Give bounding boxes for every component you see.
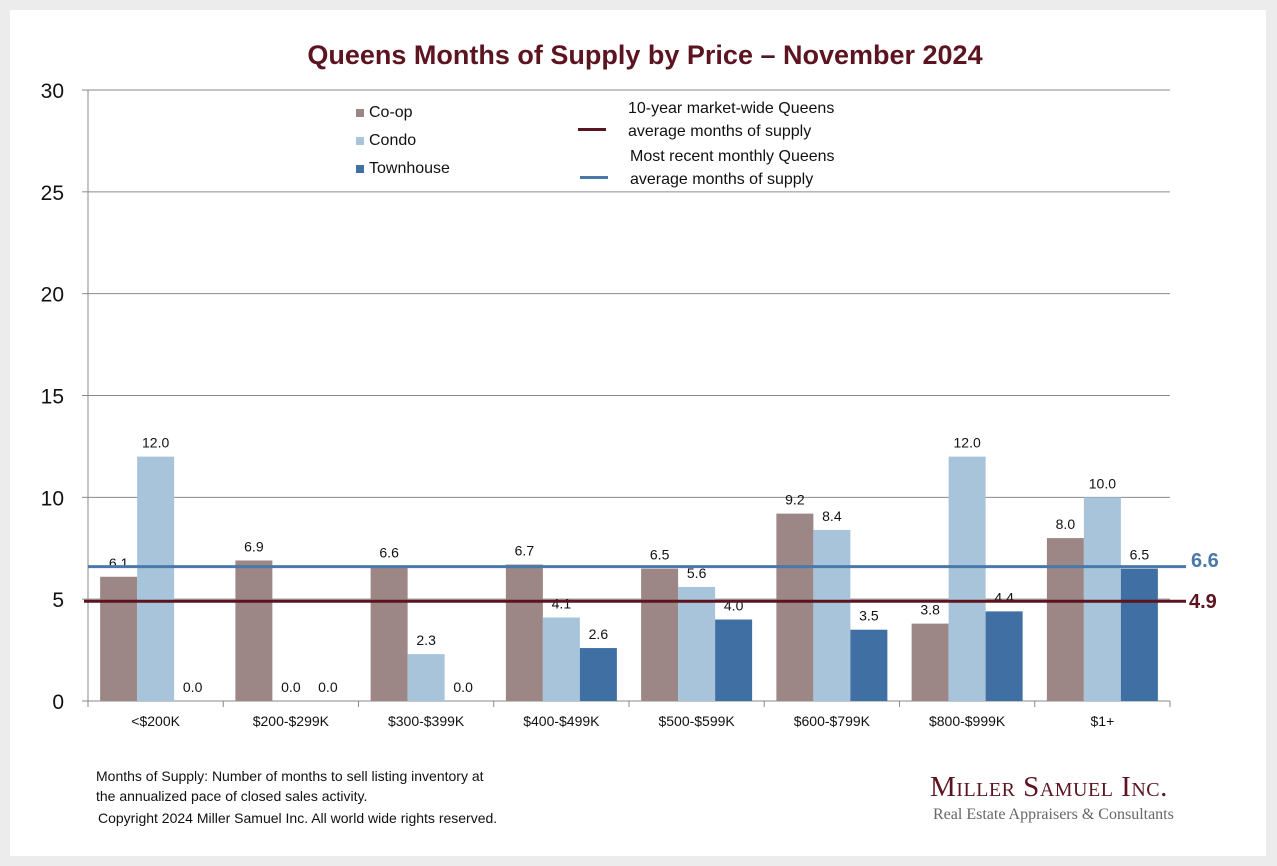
legend-label-10yr-average: 10-year market-wide Queens average month…	[628, 97, 834, 143]
x-tick-label: $500-$599K	[658, 713, 735, 729]
bar-condo	[137, 456, 175, 701]
bar-townhouse	[579, 648, 617, 701]
data-label-townhouse: 0.0	[183, 679, 203, 695]
data-label-coop: 6.9	[244, 538, 264, 554]
logo-tagline: Real Estate Appraisers & Consultants	[933, 806, 1174, 823]
data-label-condo: 4.1	[552, 595, 572, 611]
data-label-townhouse: 0.0	[318, 679, 338, 695]
x-tick-label: $600-$799K	[794, 713, 871, 729]
bar-coop	[776, 513, 814, 701]
bar-condo	[1083, 497, 1121, 701]
legend-item-coop: Co-op	[356, 104, 413, 122]
legend-swatch-10yr-average	[578, 128, 606, 131]
data-label-condo: 8.4	[822, 508, 842, 524]
data-label-townhouse: 4.4	[994, 589, 1014, 605]
data-label-townhouse: 0.0	[453, 679, 473, 695]
legend-item-condo: Condo	[356, 132, 416, 150]
bar-condo	[407, 654, 445, 701]
legend-label-recent-line2: average months of supply	[630, 171, 814, 188]
legend-swatch-recent-average	[580, 176, 608, 179]
bar-coop	[641, 568, 679, 701]
chart-title: Queens Months of Supply by Price – Novem…	[307, 40, 983, 70]
x-tick-label: $400-$499K	[523, 713, 600, 729]
data-label-coop: 6.1	[109, 555, 129, 571]
note-line-1: Months of Supply: Number of months to se…	[96, 768, 484, 784]
bar-condo	[678, 586, 716, 701]
logo-company-name: Miller Samuel Inc.	[930, 771, 1168, 803]
bar-coop	[235, 560, 273, 701]
y-tick-label: 15	[41, 386, 64, 409]
bar-coop	[100, 576, 138, 701]
data-label-condo: 12.0	[142, 435, 169, 451]
legend-label-10yr-line2: average months of supply	[628, 123, 812, 140]
data-label-condo: 2.3	[416, 632, 436, 648]
y-tick-label: 5	[52, 589, 64, 612]
bar-condo	[813, 529, 851, 701]
legend-label-recent-line1: Most recent monthly Queens	[630, 148, 835, 165]
bar-townhouse	[850, 629, 888, 701]
x-tick-label: $800-$999K	[929, 713, 1006, 729]
bar-coop	[505, 564, 543, 701]
bar-townhouse	[1120, 568, 1158, 701]
data-label-coop: 8.0	[1056, 516, 1076, 532]
bar-townhouse	[985, 611, 1023, 701]
data-label-townhouse: 2.6	[589, 626, 609, 642]
y-tick-label: 0	[52, 691, 64, 714]
data-label-condo: 0.0	[281, 679, 301, 695]
y-tick-label: 10	[41, 487, 64, 510]
data-label-townhouse: 6.5	[1130, 547, 1150, 563]
legend-swatch-coop	[356, 109, 364, 117]
10yr-average-value-label: 4.9	[1189, 591, 1217, 613]
x-tick-label: $300-$399K	[388, 713, 465, 729]
data-label-condo: 12.0	[954, 435, 981, 451]
data-label-coop: 6.7	[515, 543, 535, 559]
data-label-townhouse: 3.5	[859, 608, 879, 624]
data-label-coop: 6.5	[650, 547, 670, 563]
miller-samuel-logo: Miller Samuel Inc. Real Estate Appraiser…	[930, 770, 1195, 826]
note-line-2: the annualized pace of closed sales acti…	[96, 788, 368, 804]
data-label-coop: 9.2	[785, 492, 805, 508]
legend-label-coop: Co-op	[369, 104, 413, 121]
y-tick-label: 25	[41, 182, 64, 205]
legend-label-condo: Condo	[369, 132, 417, 149]
recent-average-value-label: 6.6	[1191, 550, 1219, 572]
bar-coop	[911, 623, 949, 701]
y-tick-label: 30	[41, 80, 64, 103]
legend-item-townhouse: Townhouse	[356, 160, 450, 178]
bar-coop	[1046, 538, 1084, 701]
months-of-supply-note: Months of Supply: Number of months to se…	[96, 766, 484, 806]
y-tick-label: 20	[41, 284, 64, 307]
x-tick-label: $1+	[1091, 713, 1115, 729]
x-tick-label: $200-$299K	[253, 713, 330, 729]
legend-label-townhouse: Townhouse	[369, 160, 450, 177]
chart-card	[10, 10, 1266, 856]
bar-condo	[542, 617, 580, 701]
data-label-condo: 10.0	[1089, 475, 1116, 491]
bar-townhouse	[715, 619, 753, 701]
bar-coop	[370, 566, 408, 701]
data-label-coop: 3.8	[920, 602, 940, 618]
bar-condo	[948, 456, 986, 701]
x-tick-label: <$200K	[131, 713, 180, 729]
legend-swatch-condo	[356, 137, 364, 145]
legend-swatch-townhouse	[356, 165, 364, 173]
data-label-coop: 6.6	[379, 545, 399, 561]
copyright-text: Copyright 2024 Miller Samuel Inc. All wo…	[98, 810, 498, 826]
legend-label-10yr-line1: 10-year market-wide Queens	[628, 100, 835, 117]
legend-label-recent-average: Most recent monthly Queens average month…	[630, 145, 835, 191]
data-label-condo: 5.6	[687, 565, 707, 581]
